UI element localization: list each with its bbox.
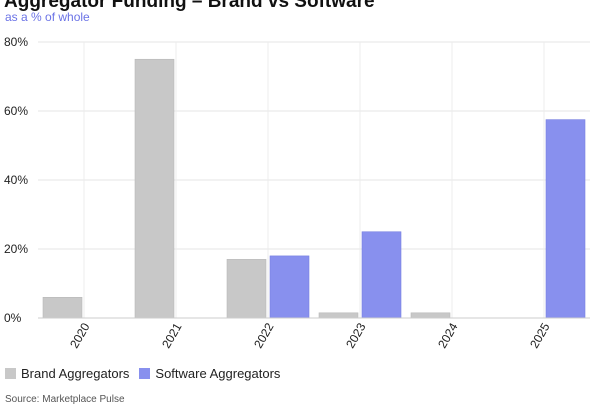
bar-software-aggregators bbox=[269, 255, 310, 319]
x-tick-label: 2025 bbox=[527, 320, 553, 350]
bar-brand-aggregators bbox=[226, 259, 267, 319]
legend-item-brand: Brand Aggregators bbox=[5, 366, 129, 381]
legend-label-brand: Brand Aggregators bbox=[21, 366, 130, 381]
legend-item-software: Software Aggregators bbox=[139, 366, 280, 381]
chart-legend: Brand Aggregators Software Aggregators bbox=[5, 366, 290, 381]
y-tick-label: 20% bbox=[4, 242, 28, 256]
bar-brand-aggregators bbox=[134, 58, 175, 319]
legend-swatch-brand bbox=[5, 368, 16, 379]
y-tick-label: 40% bbox=[4, 173, 28, 187]
y-tick-label: 60% bbox=[4, 104, 28, 118]
x-tick-label: 2021 bbox=[159, 320, 185, 350]
x-tick-label: 2023 bbox=[343, 320, 369, 350]
x-tick-label: 2022 bbox=[251, 320, 277, 350]
legend-swatch-software bbox=[139, 368, 151, 379]
bar-software-aggregators bbox=[361, 231, 402, 319]
legend-label-software: Software Aggregators bbox=[155, 366, 281, 381]
y-tick-label: 0% bbox=[4, 311, 22, 325]
x-tick-label: 2024 bbox=[435, 320, 461, 350]
bar-brand-aggregators bbox=[318, 312, 359, 319]
chart-title: Aggregator Funding – Brand vs Software bbox=[4, 0, 375, 12]
bar-software-aggregators bbox=[545, 119, 586, 319]
bar-brand-aggregators bbox=[42, 296, 83, 319]
x-tick-label: 2020 bbox=[67, 320, 93, 350]
bar-brand-aggregators bbox=[410, 312, 451, 319]
y-tick-label: 80% bbox=[4, 35, 28, 49]
chart-subtitle: as a % of whole bbox=[5, 10, 90, 24]
